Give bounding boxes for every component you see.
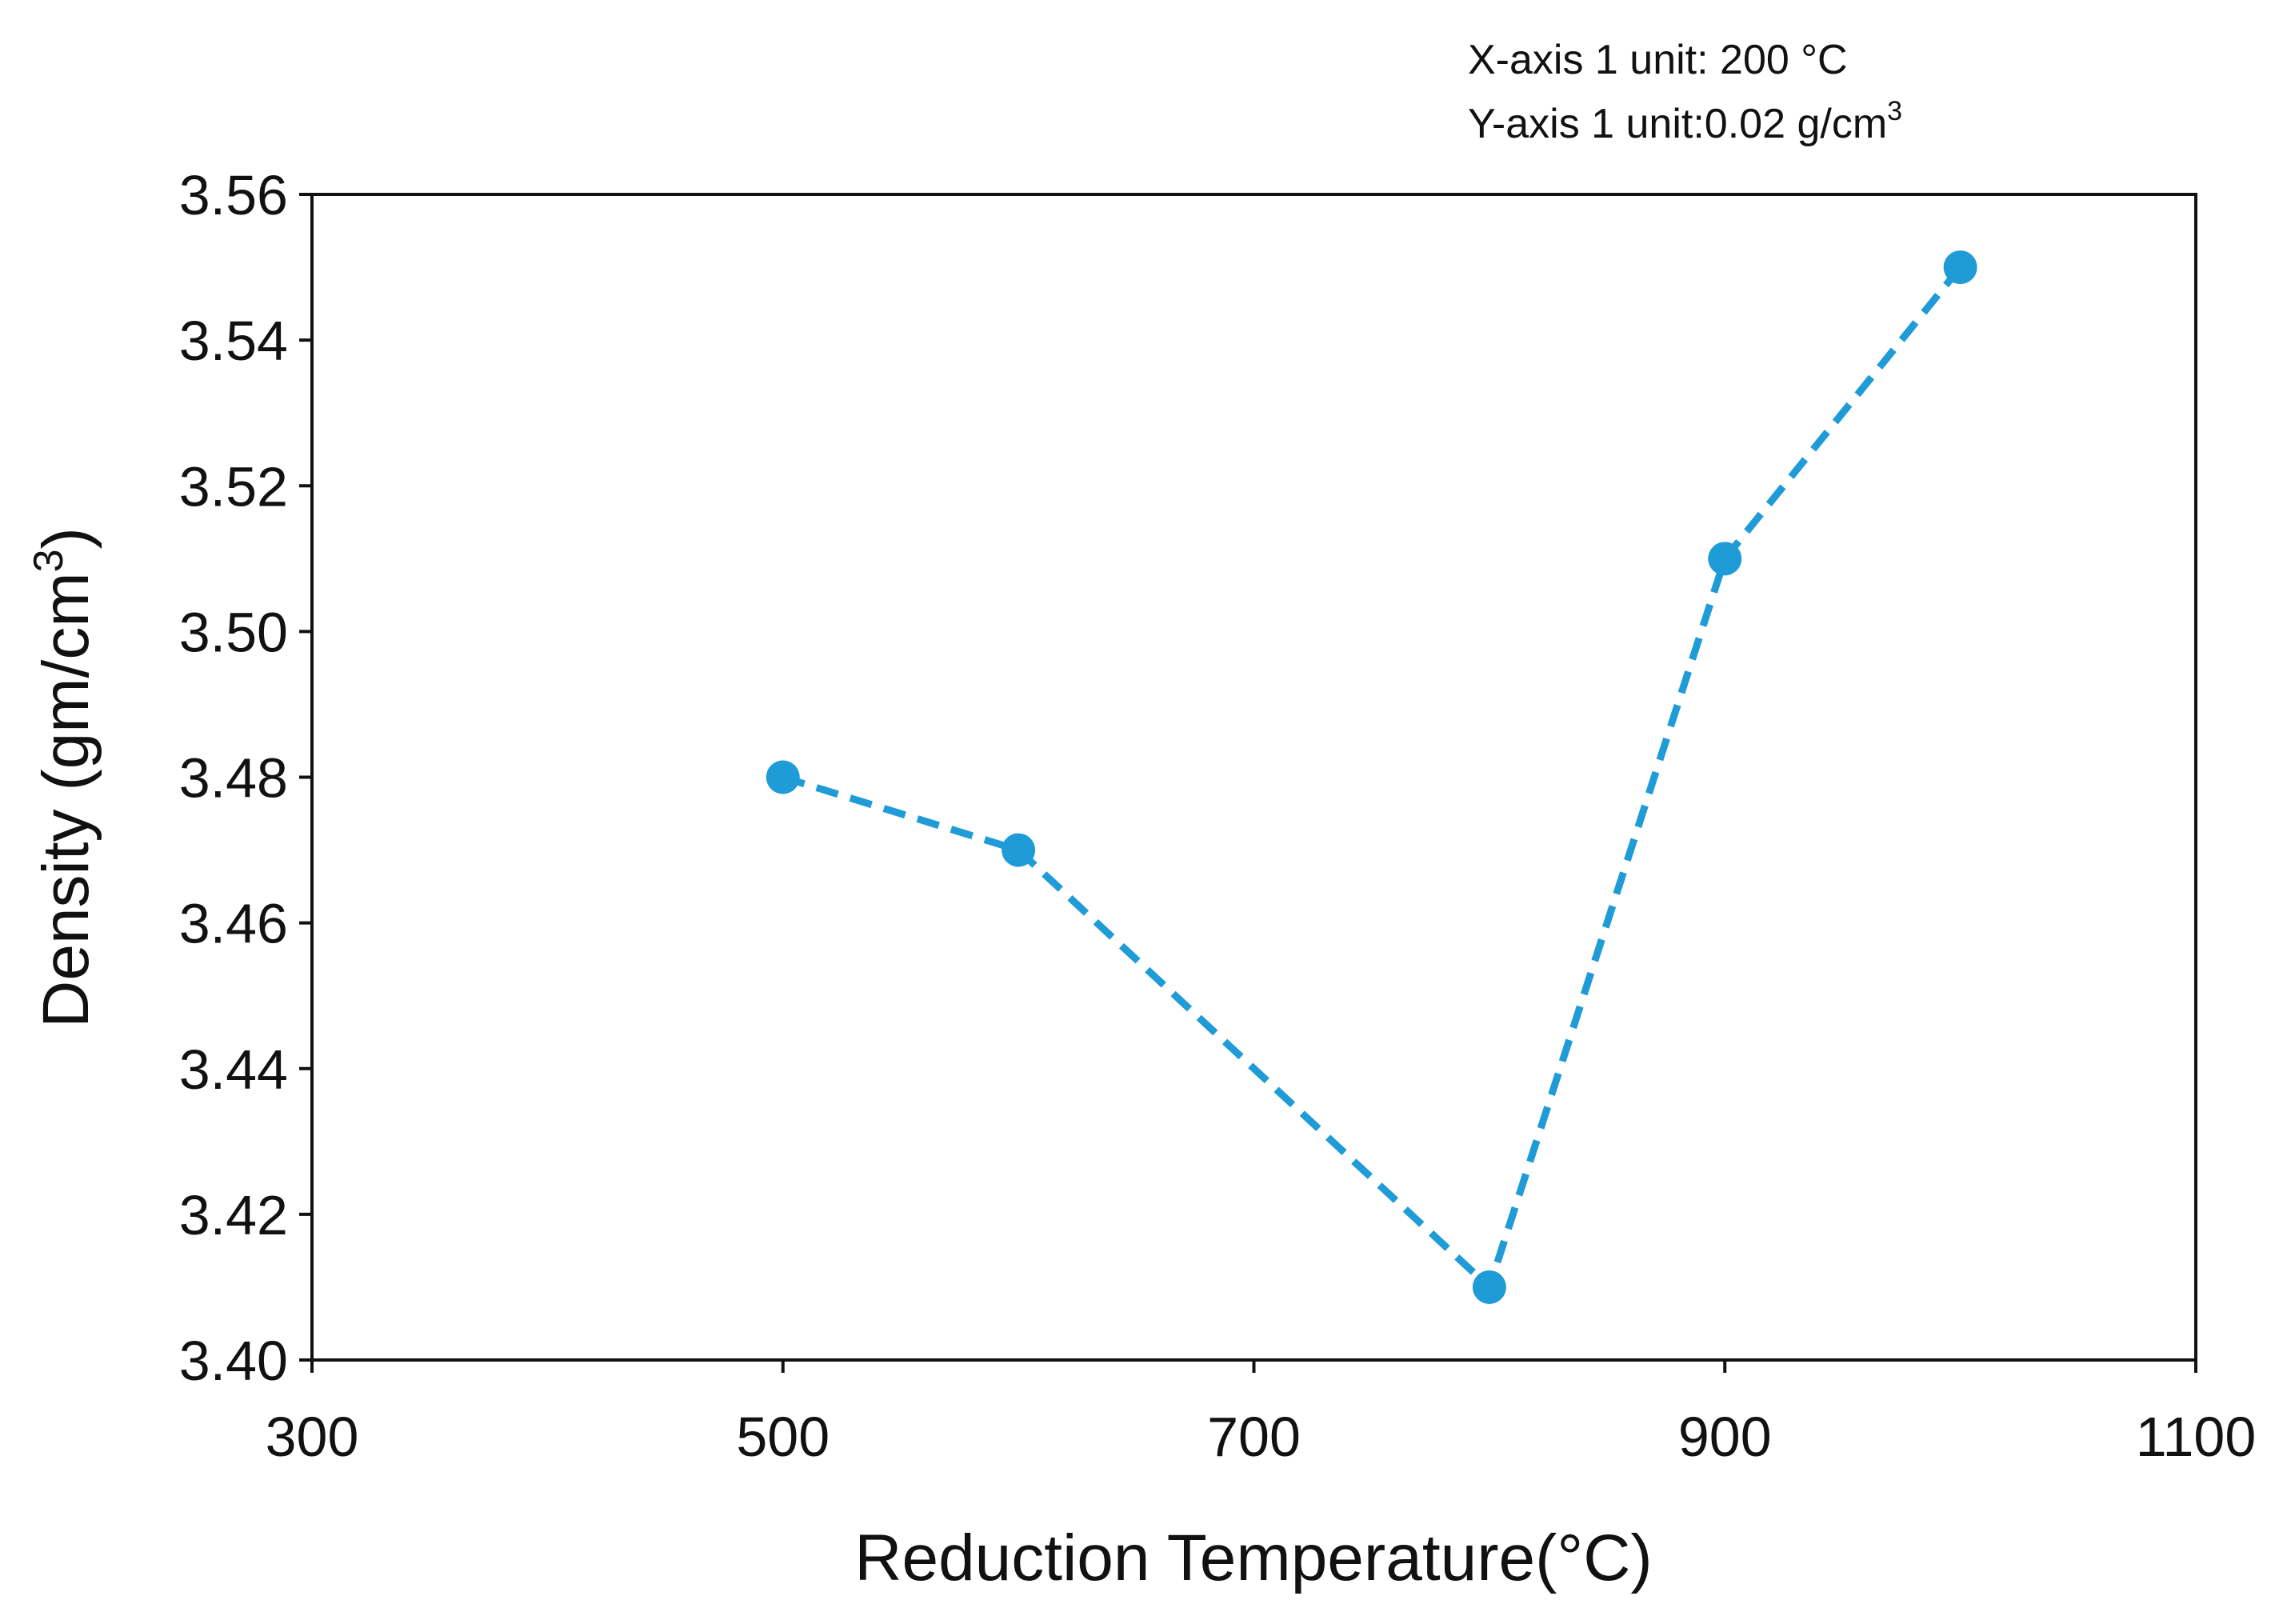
y-axis-title-end: ) — [30, 527, 102, 549]
x-tick-label: 500 — [736, 1406, 830, 1468]
y-tick-label: 3.46 — [179, 893, 288, 955]
y-tick-label: 3.42 — [179, 1184, 288, 1246]
data-point — [1002, 833, 1036, 867]
y-tick-label: 3.50 — [179, 601, 288, 663]
y-tick-label: 3.52 — [179, 455, 288, 518]
x-unit-note: X-axis 1 unit: 200 °C — [1468, 37, 1848, 83]
y-axis-title-superscript: 3 — [26, 549, 72, 572]
y-tick-label: 3.54 — [179, 310, 288, 372]
y-tick-label: 3.56 — [179, 164, 288, 226]
data-point — [1943, 250, 1977, 285]
x-tick-label: 300 — [266, 1406, 359, 1468]
y-unit-note-superscript: 3 — [1887, 96, 1902, 126]
y-axis-title-main: Density (gm/cm — [30, 572, 102, 1028]
series-layer — [766, 250, 1977, 1304]
y-unit-note-main: Y-axis 1 unit:0.02 g/cm — [1468, 101, 1887, 147]
data-point — [1708, 542, 1742, 576]
x-tick-label: 1100 — [2136, 1406, 2257, 1468]
x-tick-label: 900 — [1678, 1406, 1772, 1468]
x-axis-title: Reduction Temperature(°C) — [854, 1522, 1653, 1594]
x-axis-ticks: 300 500 700 900 1100 — [266, 1360, 2257, 1468]
y-axis-title: Density (gm/cm3) — [26, 527, 102, 1028]
y-tick-label: 3.48 — [179, 747, 288, 810]
data-point — [1472, 1270, 1506, 1304]
y-tick-label: 3.40 — [179, 1330, 288, 1392]
y-tick-label: 3.44 — [179, 1038, 288, 1101]
y-unit-note: Y-axis 1 unit:0.02 g/cm3 — [1468, 96, 1902, 147]
y-axis-ticks: 3.40 3.42 3.44 3.46 3.48 3.50 3.52 3.54 3.56 — [179, 164, 312, 1392]
x-tick-label: 700 — [1207, 1406, 1301, 1468]
data-point — [766, 760, 800, 794]
